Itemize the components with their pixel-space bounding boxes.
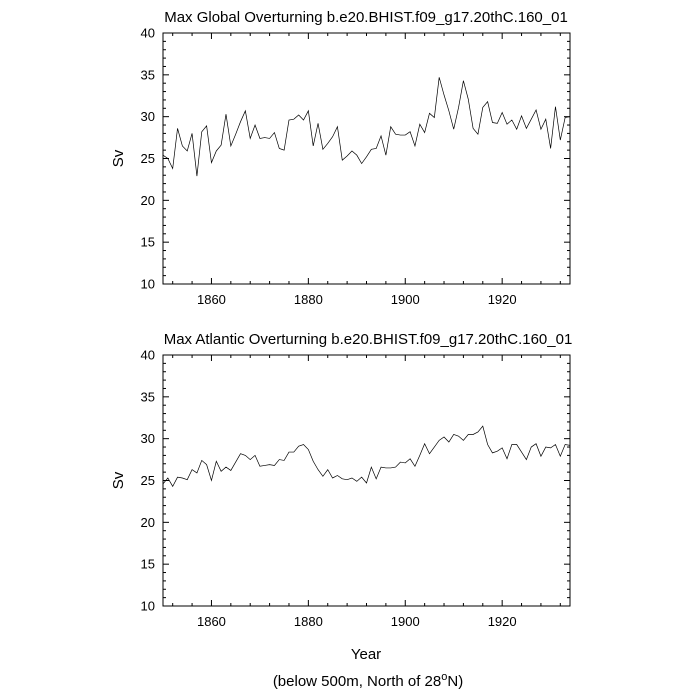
global-plot-area: 10 15 20 25 30 35 40 1860 1880 1900 1920 bbox=[141, 26, 571, 307]
global-series-line bbox=[162, 77, 571, 177]
global-y-tick-label: 20 bbox=[141, 193, 155, 208]
global-y-tick-label: 15 bbox=[141, 235, 155, 250]
atlantic-x-tick-label: 1880 bbox=[294, 614, 323, 629]
x-axis-label: Year bbox=[351, 646, 381, 663]
atlantic-y-tick-label: 35 bbox=[141, 389, 155, 404]
global-x-tick-label: 1880 bbox=[294, 292, 323, 307]
caption-suffix: N) bbox=[447, 673, 463, 690]
caption-prefix: (below 500m, North of 28 bbox=[273, 673, 441, 690]
atlantic-series-line bbox=[162, 425, 571, 488]
atlantic-y-tick-label: 30 bbox=[141, 431, 155, 446]
atlantic-y-tick-label: 40 bbox=[141, 348, 155, 363]
atlantic-y-tick-label: 10 bbox=[141, 599, 155, 614]
figure-caption: (below 500m, North of 28oN) bbox=[273, 671, 463, 690]
atlantic-x-tick-label: 1900 bbox=[391, 614, 420, 629]
global-y-tick-label: 40 bbox=[141, 26, 155, 41]
atlantic-plot-area: 10 15 20 25 30 35 40 1860 1880 1900 1920 bbox=[141, 348, 571, 629]
global-y-tick-label: 30 bbox=[141, 109, 155, 124]
caption-superscript: o bbox=[441, 671, 447, 683]
atlantic-y-axis-label: Sv bbox=[110, 471, 127, 489]
atlantic-y-tick-label: 15 bbox=[141, 557, 155, 572]
global-x-tick-label: 1900 bbox=[391, 292, 420, 307]
global-y-axis-label: Sv bbox=[110, 149, 127, 167]
atlantic-chart-title: Max Atlantic Overturning b.e20.BHIST.f09… bbox=[164, 331, 573, 348]
atlantic-x-tick-label: 1920 bbox=[488, 614, 517, 629]
atlantic-x-tick-label: 1860 bbox=[197, 614, 226, 629]
global-y-tick-label: 35 bbox=[141, 67, 155, 82]
atlantic-overturning-panel: Max Atlantic Overturning b.e20.BHIST.f09… bbox=[110, 331, 572, 663]
global-y-tick-label: 10 bbox=[141, 277, 155, 292]
global-x-tick-label: 1920 bbox=[488, 292, 517, 307]
global-overturning-panel: Max Global Overturning b.e20.BHIST.f09_g… bbox=[110, 9, 571, 307]
global-x-tick-label: 1860 bbox=[197, 292, 226, 307]
atlantic-y-tick-label: 25 bbox=[141, 473, 155, 488]
global-y-tick-label: 25 bbox=[141, 151, 155, 166]
atlantic-y-tick-label: 20 bbox=[141, 515, 155, 530]
global-chart-title: Max Global Overturning b.e20.BHIST.f09_g… bbox=[164, 9, 568, 26]
